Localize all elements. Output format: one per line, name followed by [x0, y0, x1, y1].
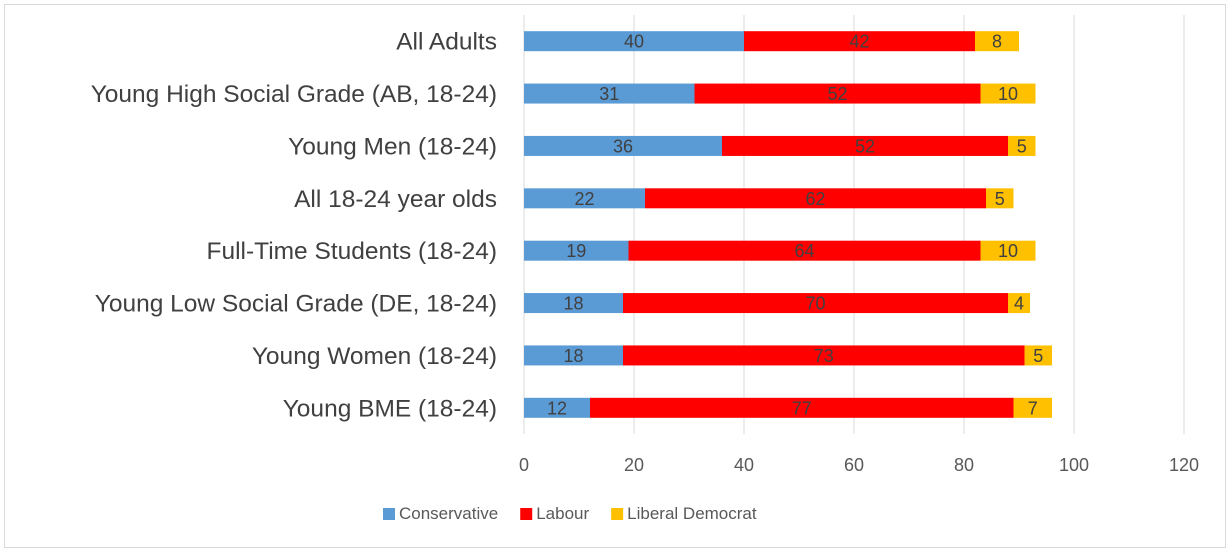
bar-segment: [524, 397, 590, 418]
data-label: 42: [849, 32, 869, 52]
bars: [524, 31, 1052, 418]
data-label: 5: [1017, 136, 1027, 156]
data-label: 10: [998, 84, 1018, 104]
category-label: Full-Time Students (18-24): [207, 238, 497, 265]
bar-segment: [524, 135, 722, 156]
bar-segment: [722, 135, 1008, 156]
data-label: 70: [805, 294, 825, 314]
bar-segment: [623, 345, 1025, 366]
bar-segment: [524, 31, 744, 52]
legend-swatch: [520, 508, 533, 520]
bar-segment: [1024, 345, 1052, 366]
category-label: Young BME (18-24): [283, 395, 497, 422]
data-label: 52: [827, 84, 847, 104]
data-label: 4: [1014, 294, 1024, 314]
bar-segment: [694, 83, 981, 104]
bar-segment: [1013, 397, 1052, 418]
bar-segment: [590, 397, 1014, 418]
bar-segment: [744, 31, 975, 52]
data-label: 18: [563, 294, 583, 314]
category-label: Young Low Social Grade (DE, 18-24): [95, 291, 497, 318]
legend-swatch: [383, 508, 395, 520]
data-label: 36: [613, 136, 633, 156]
data-label: 19: [566, 241, 586, 261]
data-label: 40: [624, 32, 644, 52]
data-label: 5: [995, 189, 1005, 209]
category-label: All 18-24 year olds: [294, 186, 497, 213]
data-label: 52: [855, 136, 875, 156]
bar-segment: [524, 240, 629, 261]
category-label: Young Women (18-24): [252, 343, 497, 370]
category-label: Young High Social Grade (AB, 18-24): [91, 81, 497, 108]
gridlines: [523, 15, 1185, 434]
legend-label: Labour: [536, 504, 589, 523]
x-axis-ticks: 0 20 40 60 80 100 120: [519, 455, 1199, 475]
legend-label: Conservative: [399, 504, 498, 523]
data-label: 64: [794, 241, 814, 261]
bar-segment: [524, 293, 623, 314]
data-label: 5: [1033, 346, 1043, 366]
data-labels: 40 42 8 31 52 10 36 52 5 22 62 5 19 64 10 18 70 4 18 73 5 12 7…: [547, 32, 1043, 419]
data-label: 7: [1028, 398, 1038, 418]
data-label: 22: [574, 189, 594, 209]
x-tick-label: 0: [519, 455, 529, 475]
bar-segment: [1008, 135, 1036, 156]
bar-segment: [980, 83, 1036, 104]
bar-segment: [524, 83, 695, 104]
category-label: Young Men (18-24): [288, 133, 497, 160]
data-label: 31: [599, 84, 619, 104]
bar-segment: [980, 240, 1036, 261]
bar-segment: [1008, 293, 1030, 314]
x-tick-label: 120: [1169, 455, 1199, 475]
data-label: 12: [547, 398, 567, 418]
bar-segment: [986, 188, 1014, 209]
legend-label: Liberal Democrat: [627, 504, 757, 523]
data-label: 18: [563, 346, 583, 366]
x-tick-label: 80: [954, 455, 974, 475]
legend: Conservative Labour Liberal Democrat: [383, 504, 757, 523]
x-tick-label: 60: [844, 455, 864, 475]
bar-segment: [623, 293, 1008, 314]
bar-segment: [645, 188, 986, 209]
x-tick-label: 20: [624, 455, 644, 475]
bar-segment: [628, 240, 981, 261]
x-tick-label: 100: [1059, 455, 1089, 475]
data-label: 8: [992, 32, 1002, 52]
bar-segment: [975, 31, 1019, 52]
legend-swatch: [611, 508, 624, 520]
data-label: 62: [805, 189, 825, 209]
x-tick-label: 40: [734, 455, 754, 475]
bar-segment: [524, 188, 645, 209]
data-label: 77: [792, 398, 812, 418]
category-label: All Adults: [396, 29, 497, 56]
category-labels: All Adults Young High Social Grade (AB, 1…: [91, 29, 497, 423]
data-label: 10: [998, 241, 1018, 261]
bar-segment: [524, 345, 623, 366]
data-label: 73: [814, 346, 834, 366]
